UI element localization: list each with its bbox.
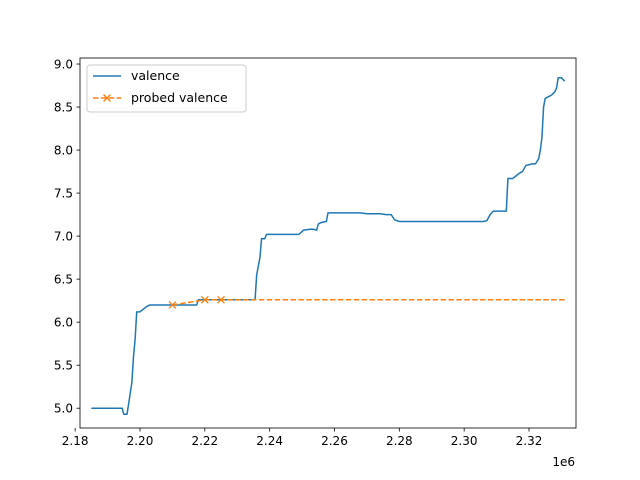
y-tick-label: 8.5 [54,100,73,114]
data-point-marker [217,295,225,304]
y-tick-label: 5.0 [54,402,73,416]
y-tick-label: 7.0 [54,229,73,243]
legend-marker-x [103,94,111,102]
x-tick-label: 2.18 [62,434,89,448]
y-tick-label: 8.0 [54,143,73,157]
y-tick-label: 6.0 [54,315,73,329]
x-tick-label: 2.30 [451,434,478,448]
axes-layer: 2.18 2.20 2.22 2.24 2.26 2.28 2.30 2.32 5.0 5.5 6.… [54,57,577,448]
data-point-marker [200,295,209,304]
series-line-valence [91,77,566,415]
x-tick-label: 2.26 [321,434,348,448]
data-point-marker [168,300,177,309]
x-axis-offset-label: 1e6 [552,455,575,469]
x-tick-label: 2.24 [256,434,283,448]
legend-label-probed-valence: probed valence [131,90,228,105]
y-tick-label: 5.5 [54,358,73,372]
y-tick-label: 9.0 [54,57,73,71]
series-line-probed-valence [172,299,565,306]
series-layer [91,77,566,415]
legend-box [86,64,247,113]
legend-label-valence: valence [131,68,180,83]
y-tick-label: 6.5 [54,272,73,286]
y-tick-label: 7.5 [54,186,73,200]
x-tick-label: 2.20 [127,434,154,448]
plot-area [80,58,576,428]
legend: valence probed valence [86,64,247,113]
x-tick-label: 2.32 [516,434,543,448]
x-tick-label: 2.28 [386,434,413,448]
axes-frame [79,57,577,429]
x-tick-label: 2.22 [191,434,218,448]
